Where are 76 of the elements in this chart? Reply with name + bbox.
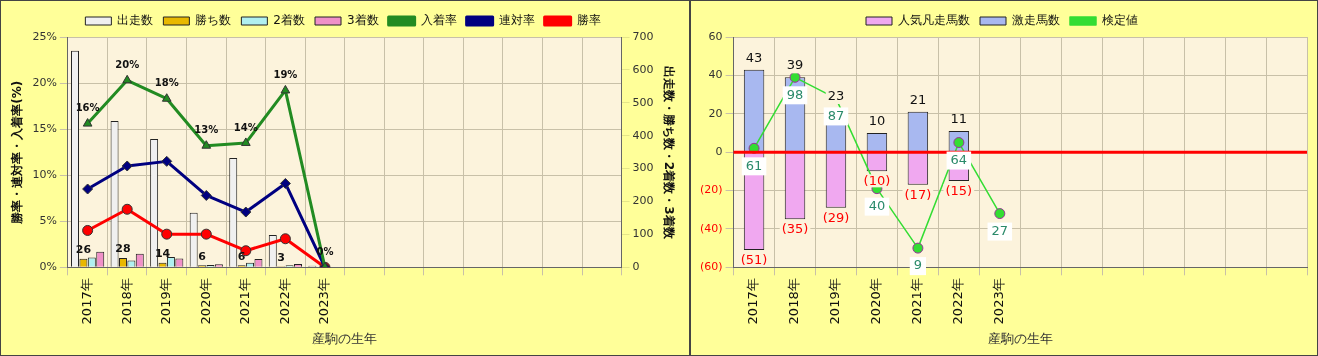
x-axis-title: 産駒の生年 [312, 330, 378, 346]
data-label: (35) [781, 221, 809, 237]
data-label: (10) [863, 173, 891, 189]
x-tick-label: 2019年 [158, 278, 174, 325]
y2-tick-label: 700 [632, 29, 654, 43]
y2-tick-label: 500 [632, 95, 654, 109]
data-label: (17) [904, 186, 932, 202]
x-tick-label: 2020年 [868, 278, 884, 325]
y2-tick-label: 600 [632, 62, 654, 76]
x-tick-label: 2023年 [316, 278, 332, 325]
x-tick-label: 2019年 [827, 278, 843, 325]
data-label: 9 [913, 257, 923, 273]
y-tick-label: 40 [708, 68, 723, 82]
legend-label: 検定値 [1102, 13, 1138, 28]
x-tick-label: 2018年 [118, 278, 134, 325]
y2-axis-title: 出走数・勝ち数・2着数・3着数 [661, 65, 676, 240]
legend-label: 勝ち数 [195, 13, 232, 28]
x-tick-label: 2017年 [79, 278, 94, 325]
legend-label: 2着数 [273, 13, 306, 28]
y-tick-label: 20% [32, 75, 57, 89]
data-label: (51) [740, 251, 768, 267]
data-label: 23 [827, 87, 845, 103]
y-tick-label: (60) [699, 260, 723, 274]
data-label: 39 [786, 57, 804, 73]
y2-tick-label: 200 [632, 194, 654, 208]
data-label: 98 [786, 86, 804, 102]
y-tick-label: (40) [699, 221, 723, 235]
legend-label: 勝率 [576, 13, 601, 28]
y2-tick-label: 0 [632, 260, 640, 274]
data-label: 18% [154, 77, 179, 89]
data-label: 11 [950, 110, 968, 126]
legend-label: 人気凡走馬数 [898, 13, 970, 28]
x-axis-title: 産駒の生年 [987, 330, 1053, 346]
legend-label: 連対率 [498, 13, 535, 28]
y-axis-title: 勝率・連対率・入着率(%) [10, 80, 25, 225]
y2-tick-label: 100 [632, 227, 654, 241]
data-label: 6 [237, 249, 246, 263]
y-tick-label: 5% [39, 214, 57, 228]
data-label: 3 [277, 250, 286, 264]
x-tick-label: 2022年 [950, 278, 966, 325]
x-tick-label: 2021年 [909, 278, 925, 325]
legend-label: 激走馬数 [1012, 13, 1060, 28]
data-label: 6 [198, 249, 207, 263]
data-label: 40 [868, 198, 886, 213]
y-tick-label: 0% [39, 260, 57, 274]
data-label: 21 [909, 91, 927, 107]
y-tick-label: 10% [32, 168, 57, 182]
x-tick-label: 2017年 [745, 278, 761, 325]
x-tick-label: 2022年 [276, 278, 292, 325]
data-label: 10 [868, 112, 886, 128]
data-label: 13% [194, 124, 219, 136]
y-tick-label: (20) [699, 183, 723, 197]
legend-label: 3着数 [347, 13, 379, 28]
y-tick-label: 15% [32, 121, 57, 135]
y-tick-label: 25% [32, 29, 57, 43]
x-tick-label: 2018年 [786, 278, 802, 325]
y2-tick-label: 400 [632, 128, 654, 142]
y-tick-label: 20 [708, 106, 723, 120]
data-label: 61 [745, 157, 763, 173]
x-tick-label: 2021年 [237, 278, 253, 325]
data-label: 19% [273, 69, 298, 81]
legend-label: 出走数 [117, 13, 154, 28]
data-label: 64 [950, 151, 968, 167]
legend-label: 入着率 [420, 13, 457, 28]
data-label: 27 [991, 222, 1009, 238]
data-label: 87 [827, 107, 845, 123]
data-label: 20% [115, 58, 140, 70]
y-tick-label: 60 [708, 29, 723, 43]
y2-tick-label: 300 [632, 161, 654, 175]
x-tick-label: 2020年 [197, 278, 213, 325]
data-label: (29) [822, 209, 850, 225]
data-label: 43 [745, 49, 763, 65]
data-label: (15) [945, 182, 973, 198]
y-tick-label: 0 [715, 145, 723, 159]
data-label: 28 [115, 242, 131, 256]
x-tick-label: 2023年 [991, 278, 1007, 325]
